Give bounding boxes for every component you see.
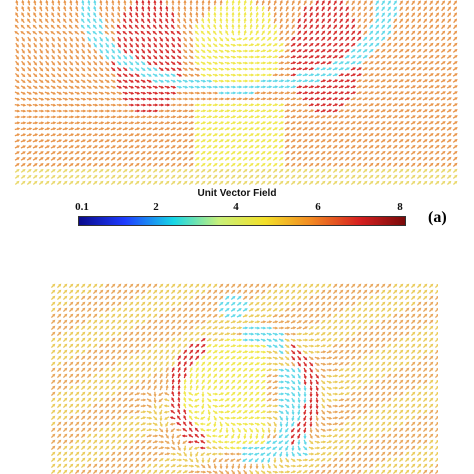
vector-field-plot-a bbox=[14, 0, 460, 187]
colorbar-tick-3: 6 bbox=[315, 201, 321, 213]
colorbar-title: Unit Vector Field bbox=[197, 188, 277, 199]
vector-field-a-canvas bbox=[14, 0, 458, 185]
vector-field-b-canvas bbox=[50, 283, 438, 474]
colorbar-tick-4: 8 bbox=[397, 201, 403, 213]
vector-field-plot-b bbox=[50, 283, 438, 474]
panel-label-a: (a) bbox=[428, 209, 447, 226]
colorbar-tick-1: 2 bbox=[153, 201, 159, 213]
colorbar bbox=[78, 216, 406, 226]
vector-arrows bbox=[14, 0, 458, 185]
vector-arrows bbox=[50, 283, 438, 474]
colorbar-tick-2: 4 bbox=[233, 201, 239, 213]
colorbar-tick-0: 0.1 bbox=[75, 201, 89, 213]
